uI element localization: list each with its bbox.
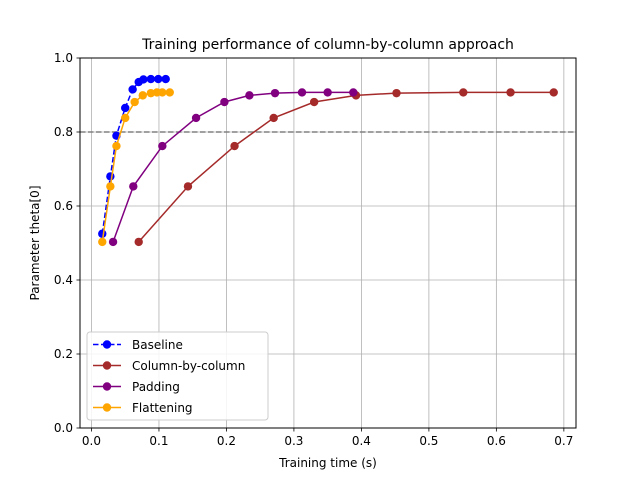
data-point [297, 88, 307, 97]
data-point [130, 97, 139, 107]
data-point [158, 88, 167, 97]
data-point [459, 88, 468, 97]
data-point [220, 97, 229, 107]
data-point [392, 88, 401, 98]
legend-marker [102, 340, 112, 349]
legend-box [86, 331, 269, 421]
y-tick-label: 0.6 [54, 199, 73, 213]
data-point [270, 88, 280, 98]
data-point [161, 74, 170, 84]
data-point [506, 88, 515, 97]
legend-label: Column-by-column [132, 359, 245, 373]
data-point [269, 113, 278, 123]
data-point [108, 237, 118, 247]
legend-marker [102, 361, 112, 370]
series-line [101, 78, 166, 234]
series-line [138, 91, 554, 243]
x-axis-ticks: 0.0 0.1 0.2 0.3 0.4 0.5 0.6 0.7 [82, 428, 573, 448]
data-point [121, 113, 130, 123]
x-tick-label: 0.0 [82, 434, 101, 448]
data-point [323, 88, 332, 97]
data-point [245, 91, 254, 100]
y-tick-label: 1.0 [54, 51, 73, 65]
series-line [112, 91, 354, 243]
data-point [309, 97, 319, 107]
data-point [165, 88, 174, 97]
x-tick-label: 0.4 [352, 434, 371, 448]
data-point [128, 85, 137, 94]
x-tick-label: 0.7 [554, 434, 573, 448]
series-padding [108, 88, 358, 247]
legend-marker [102, 403, 112, 412]
x-axis-label: Training time (s) [278, 456, 377, 470]
data-point [121, 103, 130, 113]
series-flattening [98, 88, 174, 247]
x-tick-label: 0.1 [149, 434, 168, 448]
data-point [98, 229, 107, 238]
y-tick-label: 0.2 [54, 347, 73, 361]
data-point [230, 141, 239, 151]
legend-item-baseline: Baseline [93, 338, 183, 352]
legend-item-flattening: Flattening [93, 401, 193, 415]
legend-item-column-by-column: Column-by-column [93, 359, 245, 373]
x-tick-label: 0.6 [487, 434, 506, 448]
data-point [154, 74, 163, 84]
data-point [139, 75, 148, 84]
data-point [98, 237, 107, 247]
data-point [549, 88, 558, 97]
x-tick-label: 0.3 [284, 434, 303, 448]
y-axis-label: Parameter theta[0] [28, 186, 42, 301]
x-tick-label: 0.2 [217, 434, 236, 448]
data-point [349, 88, 358, 97]
chart-title: Training performance of column-by-column… [141, 37, 514, 53]
legend-item-padding: Padding [93, 380, 180, 394]
y-tick-label: 0.4 [54, 273, 73, 287]
data-point [183, 182, 193, 191]
y-tick-label: 0.0 [54, 421, 73, 435]
series-layer [98, 74, 558, 247]
data-point [112, 141, 121, 151]
data-point [138, 91, 147, 100]
data-point [134, 237, 143, 247]
data-point [191, 113, 201, 123]
x-tick-label: 0.5 [419, 434, 438, 448]
data-point [106, 182, 115, 191]
data-point [158, 141, 167, 151]
data-point [106, 172, 115, 181]
legend-label: Padding [132, 380, 180, 394]
y-axis-ticks: 0.0 0.2 0.4 0.6 0.8 1.0 [54, 51, 80, 435]
data-point [146, 74, 156, 84]
legend-label: Flattening [132, 401, 193, 415]
plot-area-frame [79, 57, 577, 429]
data-point [129, 182, 138, 191]
y-tick-label: 0.8 [54, 125, 73, 139]
legend: Baseline Column-by-column Padding Flattenin… [86, 331, 269, 421]
legend-marker [102, 382, 112, 391]
legend-label: Baseline [132, 338, 183, 352]
series-baseline [98, 74, 170, 238]
